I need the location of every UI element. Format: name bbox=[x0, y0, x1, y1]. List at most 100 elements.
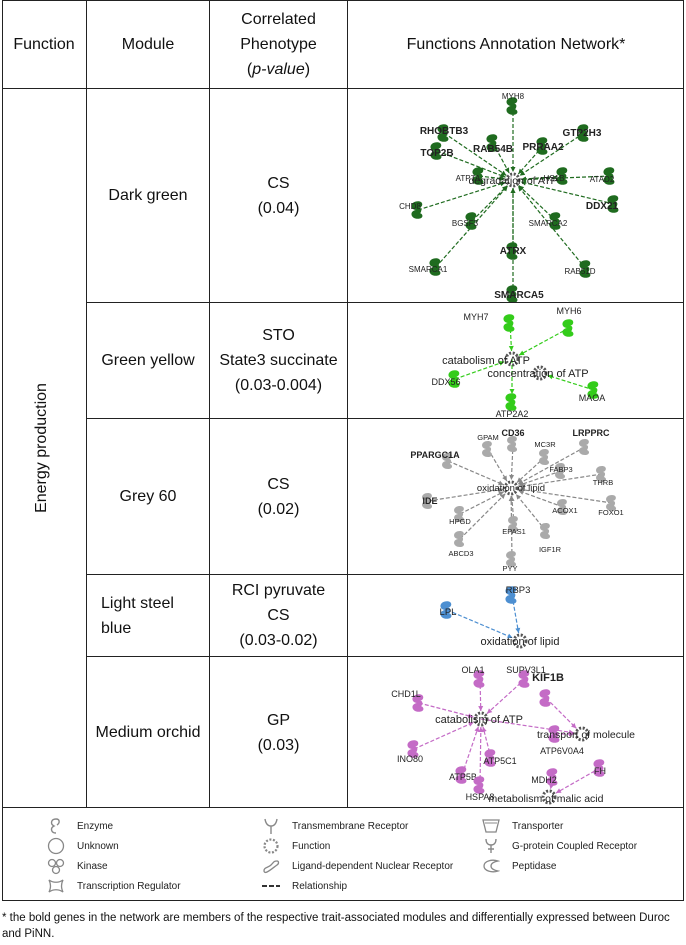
legend-item: Unknown bbox=[43, 836, 119, 856]
relationship-arrow bbox=[519, 350, 525, 356]
enzyme-node-icon bbox=[518, 670, 530, 688]
gene-label: ATP7A bbox=[456, 174, 481, 183]
relationship-arrow bbox=[516, 494, 522, 500]
relationship-arrow bbox=[508, 345, 514, 352]
phenotype-line: GP bbox=[266, 711, 291, 729]
gene-label: concentration of ATP bbox=[487, 368, 588, 380]
enzyme-node-icon bbox=[539, 449, 550, 465]
relationship-edge bbox=[511, 495, 515, 525]
module-name: Grey 60 bbox=[119, 488, 177, 505]
enzyme-icon bbox=[43, 816, 69, 836]
enzyme-node-icon bbox=[422, 493, 433, 509]
enzyme-node-icon bbox=[437, 124, 449, 142]
relationship-edge bbox=[515, 493, 547, 532]
legend-item: Kinase bbox=[43, 856, 108, 876]
unknown-icon bbox=[43, 836, 69, 856]
annotation-table bbox=[2, 0, 684, 808]
gene-label: MYH6 bbox=[556, 306, 581, 316]
relationship-arrow bbox=[497, 487, 504, 493]
enzyme-node-icon bbox=[473, 670, 485, 688]
gene-label: PYY bbox=[502, 564, 517, 573]
enzyme-node-icon bbox=[587, 381, 599, 399]
header-phenotype: Correlated Phenotype (p-value) bbox=[210, 0, 347, 88]
relationship-arrow bbox=[502, 185, 508, 192]
legend-label: Peptidase bbox=[512, 860, 557, 872]
enzyme-node-icon bbox=[448, 370, 460, 388]
function-node-icon bbox=[503, 480, 519, 496]
network-svg: RBP3 LPL oxidation of lipid bbox=[440, 585, 559, 649]
gene-label: SMARCA5 bbox=[494, 290, 544, 301]
relationship-edge bbox=[482, 726, 492, 759]
gene-label: IGF1R bbox=[539, 545, 562, 554]
network-green-yellow: MYH7 MYH6 DDX56 MAOA ATP2A2 catabolism of ATP… bbox=[348, 303, 684, 418]
relationship-arrow bbox=[555, 788, 562, 794]
gene-label: THRB bbox=[593, 478, 613, 487]
gene-label: DDX56 bbox=[431, 377, 460, 387]
legend-label: Ligand-dependent Nuclear Receptor bbox=[292, 860, 454, 872]
gene-label: OLA1 bbox=[461, 665, 484, 675]
transmembrane-receptor-icon bbox=[258, 816, 284, 836]
relationship-arrow bbox=[481, 726, 487, 733]
enzyme-node-icon bbox=[548, 725, 560, 743]
module-name: blue bbox=[101, 619, 132, 637]
legend-item: Transporter bbox=[478, 816, 563, 836]
gene-label: ATRX bbox=[500, 246, 527, 257]
relationship-arrow bbox=[510, 188, 516, 193]
header-function: Function bbox=[2, 0, 86, 88]
enzyme-node-icon bbox=[505, 393, 517, 411]
module-name: Medium orchid bbox=[95, 724, 201, 741]
gene-label: CHD1L bbox=[391, 689, 421, 699]
phenotype-line: CS bbox=[267, 475, 290, 493]
header-phenotype-line2: Phenotype bbox=[240, 35, 317, 53]
gene-label: FOXO1 bbox=[598, 508, 623, 517]
relationship-arrow bbox=[499, 173, 506, 178]
row-divider bbox=[2, 88, 684, 89]
relationship-arrow bbox=[474, 726, 480, 733]
relationship-edge bbox=[509, 322, 513, 352]
kinase-icon bbox=[43, 856, 69, 876]
phenotype-line: (0.02) bbox=[257, 500, 300, 518]
function-node-icon bbox=[505, 172, 521, 188]
module-cell-light-steel-blue: Light steel blue bbox=[101, 575, 209, 656]
enzyme-node-icon bbox=[536, 137, 548, 155]
phenotype-line: State3 succinate bbox=[219, 352, 338, 369]
legend-item: Peptidase bbox=[478, 856, 556, 876]
relationship-icon bbox=[258, 876, 284, 896]
legend: Enzyme Transmembrane Receptor Transporte… bbox=[2, 808, 684, 901]
header-module: Module bbox=[87, 0, 209, 88]
gene-label: GPAM bbox=[477, 433, 499, 442]
phenotype-line: (0.04) bbox=[257, 199, 300, 217]
header-phenotype-line3: (p-value) bbox=[246, 60, 311, 78]
gene-label: ACOX1 bbox=[552, 506, 577, 515]
network-grey-60: GPAM CD36 MC3R LRPPRC PPARGC1A FABP3 THRB IDE HP… bbox=[348, 419, 684, 574]
enzyme-node-icon bbox=[603, 167, 615, 185]
gene-label: ATP5B bbox=[449, 772, 477, 782]
gene-label: RAB54B bbox=[473, 144, 513, 155]
relationship-edge bbox=[518, 490, 564, 508]
enzyme-node-icon bbox=[503, 314, 515, 332]
header-module-text: Module bbox=[121, 35, 175, 53]
transcription-regulator-icon bbox=[43, 876, 69, 896]
module-cell-medium-orchid: Medium orchid bbox=[87, 657, 209, 808]
gene-label: transport of molecule bbox=[537, 729, 635, 741]
header-network: Functions Annotation Network* bbox=[348, 0, 684, 88]
relationship-edge bbox=[418, 702, 474, 718]
module-cell-dark-green: Dark green bbox=[87, 89, 209, 302]
legend-item: Relationship bbox=[258, 876, 347, 896]
gene-label: metabolism of malic acid bbox=[489, 793, 604, 805]
enzyme-node-icon bbox=[506, 285, 518, 302]
gene-label: PRRAA2 bbox=[522, 142, 564, 153]
relationship-edge bbox=[479, 678, 482, 712]
enzyme-node-icon bbox=[454, 506, 465, 522]
legend-item: Enzyme bbox=[43, 816, 113, 836]
header-phenotype-line1: Correlated bbox=[241, 10, 316, 28]
gene-label: GTP2H3 bbox=[563, 128, 602, 139]
legend-item: Function bbox=[258, 836, 330, 856]
relationship-edge bbox=[480, 718, 575, 734]
enzyme-node-icon bbox=[484, 749, 496, 767]
function-node-icon bbox=[541, 789, 557, 805]
transporter-icon bbox=[478, 816, 504, 836]
nuclear-receptor-icon bbox=[258, 856, 284, 876]
legend-item: Ligand-dependent Nuclear Receptor bbox=[258, 856, 453, 876]
gene-label: RHOBTB3 bbox=[420, 126, 469, 137]
